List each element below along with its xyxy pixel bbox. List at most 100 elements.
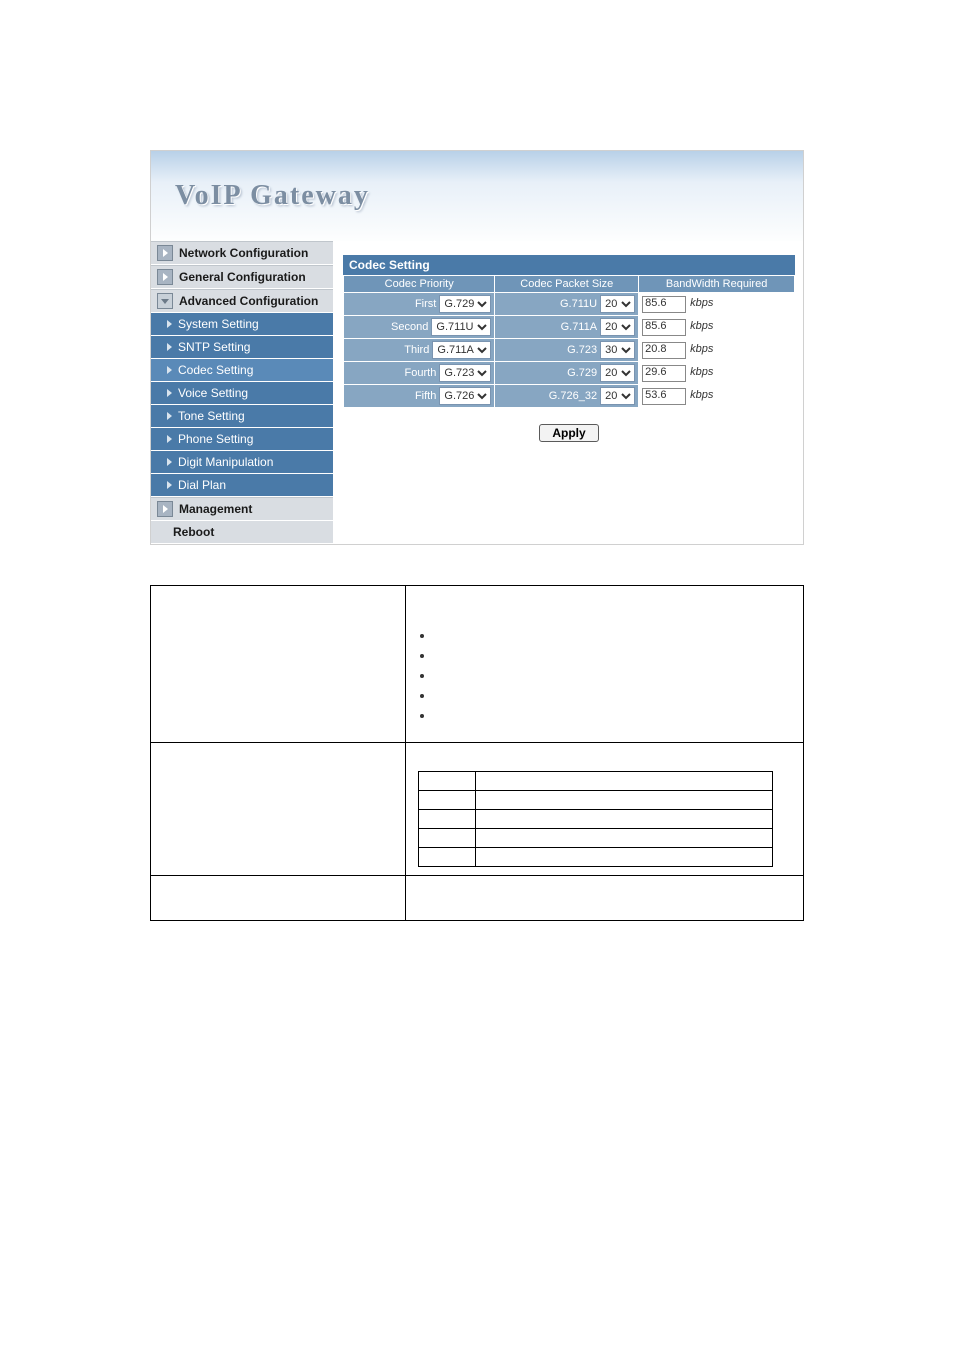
inner-cell (419, 772, 476, 791)
expand-icon (157, 501, 173, 517)
sidebar-item-digit-manipulation[interactable]: Digit Manipulation (151, 451, 333, 474)
sidebar-item-label: Codec Setting (178, 363, 253, 377)
packet-codec-label: G.729 (567, 367, 597, 379)
apply-button[interactable]: Apply (539, 424, 598, 442)
packet-codec-label: G.711U (560, 298, 597, 310)
kbps-label: kbps (690, 366, 713, 378)
bandwidth-value: 85.6 (642, 319, 686, 336)
kbps-label: kbps (690, 389, 713, 401)
doc-cell (406, 876, 804, 921)
inner-cell (419, 810, 476, 829)
packet-size-select[interactable]: 20 (600, 364, 635, 382)
sidebar-item-phone-setting[interactable]: Phone Setting (151, 428, 333, 451)
table-row: Fourth G.723 G.729 20 29.6 kbps (344, 362, 795, 385)
table-row: Third G.711A G.723 30 20.8kbps (344, 339, 795, 362)
sidebar-item-reboot[interactable]: Reboot (151, 521, 333, 544)
codec-priority-select[interactable]: G.711A (432, 341, 491, 359)
sidebar-item-label: Phone Setting (178, 432, 253, 446)
sidebar-item-advanced-configuration[interactable]: Advanced Configuration (151, 289, 333, 313)
kbps-label: kbps (690, 297, 713, 309)
inner-cell (476, 848, 773, 867)
kbps-label: kbps (690, 343, 713, 355)
expand-icon (157, 245, 173, 261)
chevron-right-icon (167, 389, 172, 397)
apply-row: Apply (343, 408, 795, 442)
inner-cell (419, 829, 476, 848)
content-area: Codec Setting Codec Priority Codec Packe… (333, 241, 803, 466)
inner-cell (476, 829, 773, 848)
chevron-right-icon (167, 320, 172, 328)
inner-cell (419, 791, 476, 810)
list-item (434, 668, 791, 682)
list-item (434, 628, 791, 642)
codec-priority-select[interactable]: G.726 (439, 387, 491, 405)
priority-label: Fifth (415, 390, 436, 402)
doc-cell (151, 586, 406, 743)
codec-priority-select[interactable]: G.729 (439, 295, 491, 313)
collapse-icon (157, 293, 173, 309)
doc-cell (151, 876, 406, 921)
inner-cell (476, 772, 773, 791)
col-bandwidth-required: BandWidth Required (639, 276, 795, 293)
app-title: VoIP Gateway (175, 180, 370, 212)
sidebar-item-label: Network Configuration (179, 246, 308, 260)
codec-priority-select[interactable]: G.723 (439, 364, 491, 382)
packet-codec-label: G.726_32 (549, 390, 597, 402)
sidebar-item-label: SNTP Setting (178, 340, 250, 354)
packet-size-select[interactable]: 30 (600, 341, 635, 359)
priority-label: First (415, 298, 436, 310)
panel-title: Codec Setting (343, 255, 795, 275)
codec-setting-table: Codec Priority Codec Packet Size BandWid… (343, 275, 795, 408)
sidebar-item-label: Advanced Configuration (179, 294, 318, 308)
chevron-right-icon (167, 458, 172, 466)
col-codec-priority: Codec Priority (344, 276, 495, 293)
doc-table-wrap (150, 585, 804, 921)
doc-table (150, 585, 804, 921)
bandwidth-value: 29.6 (642, 365, 686, 382)
kbps-label: kbps (690, 320, 713, 332)
doc-cell (406, 743, 804, 876)
packet-size-select[interactable]: 20 (600, 387, 635, 405)
sidebar-item-label: Digit Manipulation (178, 455, 273, 469)
sidebar-item-codec-setting[interactable]: Codec Setting (151, 359, 333, 382)
sidebar-item-label: General Configuration (179, 270, 306, 284)
sidebar-item-label: Reboot (173, 525, 214, 539)
list-item (434, 708, 791, 722)
sidebar-item-sntp-setting[interactable]: SNTP Setting (151, 336, 333, 359)
expand-icon (157, 269, 173, 285)
priority-label: Second (391, 321, 428, 333)
sidebar-item-tone-setting[interactable]: Tone Setting (151, 405, 333, 428)
sidebar-item-label: System Setting (178, 317, 259, 331)
banner: VoIP Gateway (151, 151, 803, 241)
table-row: Fifth G.726 G.726_32 20 53.6 kbps (344, 385, 795, 408)
list-item (434, 648, 791, 662)
inner-cell (419, 848, 476, 867)
sidebar-item-management[interactable]: Management (151, 497, 333, 521)
doc-cell (406, 586, 804, 743)
sidebar-item-label: Dial Plan (178, 478, 226, 492)
bandwidth-value: 53.6 (642, 388, 686, 405)
bandwidth-value: 85.6 (642, 296, 686, 313)
sidebar-item-voice-setting[interactable]: Voice Setting (151, 382, 333, 405)
sidebar-item-system-setting[interactable]: System Setting (151, 313, 333, 336)
app-window: VoIP Gateway Network Configuration Gener… (150, 150, 804, 545)
chevron-right-icon (167, 366, 172, 374)
col-codec-packet-size: Codec Packet Size (495, 276, 639, 293)
sidebar-item-label: Voice Setting (178, 386, 248, 400)
inner-cell (476, 810, 773, 829)
sidebar-item-dial-plan[interactable]: Dial Plan (151, 474, 333, 497)
chevron-right-icon (167, 435, 172, 443)
sidebar: Network Configuration General Configurat… (151, 241, 333, 544)
codec-priority-select[interactable]: G.711U (431, 318, 491, 336)
inner-table (418, 771, 773, 867)
priority-label: Fourth (405, 367, 437, 379)
sidebar-item-general-configuration[interactable]: General Configuration (151, 265, 333, 289)
list-item (434, 688, 791, 702)
sidebar-item-network-configuration[interactable]: Network Configuration (151, 241, 333, 265)
sidebar-item-label: Management (179, 502, 252, 516)
packet-size-select[interactable]: 20 (600, 295, 635, 313)
table-row: First G.729 G.711U 20 85.6 kbps (344, 293, 795, 316)
sidebar-item-label: Tone Setting (178, 409, 245, 423)
bullet-list (418, 628, 791, 722)
packet-size-select[interactable]: 20 (600, 318, 635, 336)
